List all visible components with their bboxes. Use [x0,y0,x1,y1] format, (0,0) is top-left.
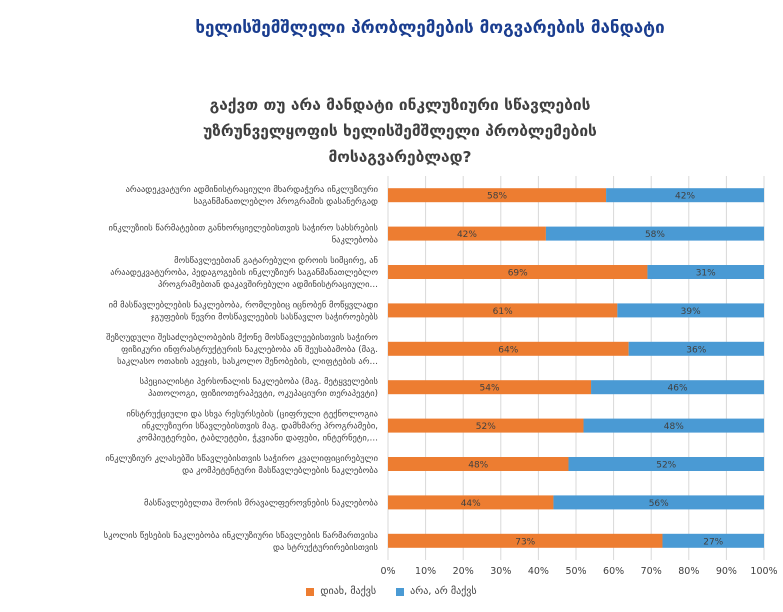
category-label: შეზღუდული შესაძლებლობების მქონე მოსწავლე… [106,332,378,343]
bar-segment-yes [388,495,554,510]
data-label: 44% [461,499,481,509]
data-label: 46% [668,384,688,394]
data-label: 73% [515,537,535,547]
category-label: მოსწავლეებთან გატარებული დროის სიმცირე, … [174,255,378,266]
data-label: 58% [487,192,507,202]
legend-swatch-yes [306,587,315,596]
chart-title-line: გაქვთ თუ არა მანდატი ინკლუზიური სწავლები… [209,96,591,114]
data-label: 61% [493,307,513,317]
category-label: და სტრუქტურირებისთვის [273,542,379,553]
category-label: პათოლოგი, ფიზიოთერაპევტი, ოკუპაციური თერ… [148,388,378,399]
legend-item-yes: დიახ, მაქვს [306,586,376,597]
category-label: ინკლუზიური სწავლებისთვის მაგ. დამხმარე პ… [142,421,378,432]
bar-segment-no [617,303,764,318]
category-label: არაადეკვატურობა, პედაგოგების ინკლუზიურ ს… [110,267,378,278]
chart-title: გაქვთ თუ არა მანდატი ინკლუზიური სწავლები… [70,92,730,170]
data-label: 42% [675,192,695,202]
bar-segment-no [553,495,764,510]
bar-segment-no [568,457,764,471]
bar-segment-yes [388,226,546,241]
x-tick-label: 50% [565,566,586,577]
category-label: არაადეკვატური ადმინისტრაციული მხარდაჭერა… [126,184,378,195]
x-tick-label: 70% [641,566,662,577]
category-label: სპეციალისტი პერსონალის ნაკლებობა (მაგ. მ… [140,376,379,387]
data-label: 52% [476,422,496,432]
data-label: 69% [508,269,528,279]
data-label: 42% [457,230,477,240]
x-tick-label: 20% [453,566,474,577]
data-label: 64% [498,345,518,355]
data-label: 56% [649,499,669,509]
x-tick-label: 40% [528,566,549,577]
bar-segment-no [662,533,764,548]
category-label: ინკლუზიურ კლასებში სწავლებისთვის საჭირო … [105,453,378,464]
legend-label-yes: დიახ, მაქვს [320,586,377,597]
x-tick-label: 80% [678,566,699,577]
legend-swatch-no [396,587,405,596]
data-label: 36% [686,345,706,355]
data-label: 48% [664,422,684,432]
data-label: 48% [468,461,488,471]
bar-segment-no [606,188,764,203]
bar-segment-yes [388,265,648,279]
bar-segment-no [628,341,764,356]
data-label: 27% [703,537,723,547]
data-label: 58% [645,230,665,240]
category-label: იმ მასწავლებლების ნაკლებობა, რომლებიც იც… [109,299,378,310]
category-label: სკოლის წესების ნაკლებობა ინკლუზიური სწავ… [104,530,378,541]
category-label: საგანმანათლებლო პროგრამის დასანერგად [194,196,379,207]
x-tick-label: 30% [490,566,511,577]
bar-segment-yes [388,533,663,548]
chart-legend: დიახ, მაქვს არა, არ მაქვს [0,586,783,597]
data-label: 39% [681,307,701,317]
x-tick-label: 90% [716,566,737,577]
bar-segment-no [583,418,764,433]
category-label: ჯგუფების წევრი მოსწავლეების სასწავლო საჭ… [151,311,379,322]
x-tick-label: 0% [380,566,395,577]
data-label: 54% [480,384,500,394]
category-label: ფიზიკური ინფრასტრუქტურის ნაკლებობა ან შე… [121,344,378,355]
data-label: 52% [656,461,676,471]
category-label: პროგრამებთან დაკავშირებული ადმინისტრაციუ… [158,279,378,290]
bar-segment-yes [388,380,592,395]
category-label: და კომპეტენტური მასწავლებლების ნაკლებობა [182,465,378,476]
category-label: საკლასო ოთახის ავეჯის, სასკოლო შენობების… [117,356,378,367]
category-label: მასწავლებელთა შორის მრავალფეროვნების ნაკ… [144,497,378,508]
bar-segment-no [591,380,764,395]
bar-segment-yes [388,341,629,356]
category-label: ინკლუზიის წარმატებით განხორციელებისთვის … [109,223,379,234]
data-label: 31% [696,269,716,279]
bar-segment-yes [388,303,618,318]
x-tick-label: 60% [603,566,624,577]
legend-item-no: არა, არ მაქვს [396,586,477,597]
bar-segment-yes [388,188,607,203]
chart-title-line: უზრუნველყოფის ხელისშემშლელი პრობლემების [203,122,597,140]
slide-title: ხელისშემშლელი პრობლემების მოგვარების მან… [195,18,665,38]
bar-segment-no [647,265,764,279]
bar-segment-yes [388,418,584,433]
category-label: ნაკლებობა [332,235,378,246]
bar-segment-no [545,226,764,241]
category-label: ინსტრუქციული და სხვა რესურსების (ციფრული… [126,409,378,420]
category-label: კომპიუტერები, ტაბლეტები, ჭკვიანი დაფები,… [137,433,378,444]
bar-segment-yes [388,457,569,471]
chart-title-line: მოსაგვარებლად? [328,148,472,166]
legend-label-no: არა, არ მაქვს [410,586,477,597]
x-tick-label: 100% [750,566,777,577]
x-tick-label: 10% [415,566,436,577]
